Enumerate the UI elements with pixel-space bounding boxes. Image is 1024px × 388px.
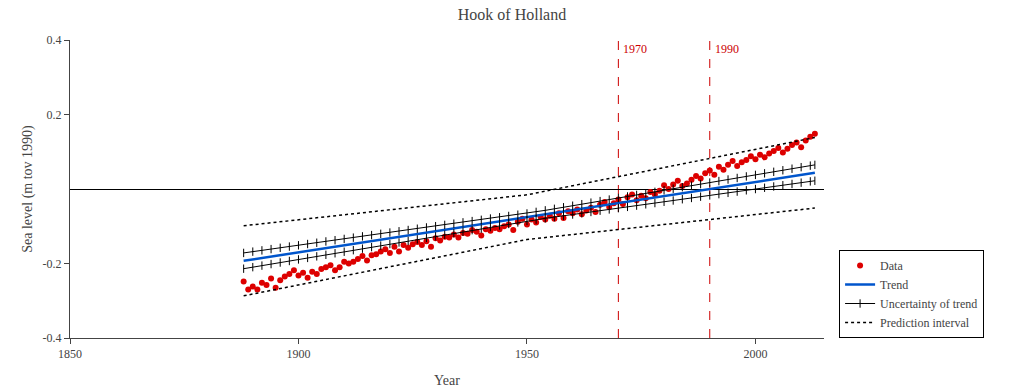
svg-text:1950: 1950 [515,347,539,361]
svg-text:Year: Year [434,373,460,388]
svg-text:0.4: 0.4 [47,33,62,47]
svg-text:0.2: 0.2 [47,108,62,122]
svg-text:Data: Data [880,259,903,273]
svg-text:1990: 1990 [715,42,739,56]
svg-text:Prediction interval: Prediction interval [880,316,970,330]
svg-text:1970: 1970 [623,42,647,56]
svg-text:1850: 1850 [58,347,82,361]
svg-text:2000: 2000 [743,347,767,361]
svg-text:-0.4: -0.4 [43,331,62,345]
svg-text:1900: 1900 [286,347,310,361]
svg-text:Hook of Holland: Hook of Holland [458,6,566,23]
svg-text:Uncertainty of trend: Uncertainty of trend [880,297,977,311]
svg-text:-0.2: -0.2 [43,257,62,271]
svg-text:Trend: Trend [880,278,908,292]
svg-text:Sea level (m tov 1990): Sea level (m tov 1990) [20,125,36,253]
